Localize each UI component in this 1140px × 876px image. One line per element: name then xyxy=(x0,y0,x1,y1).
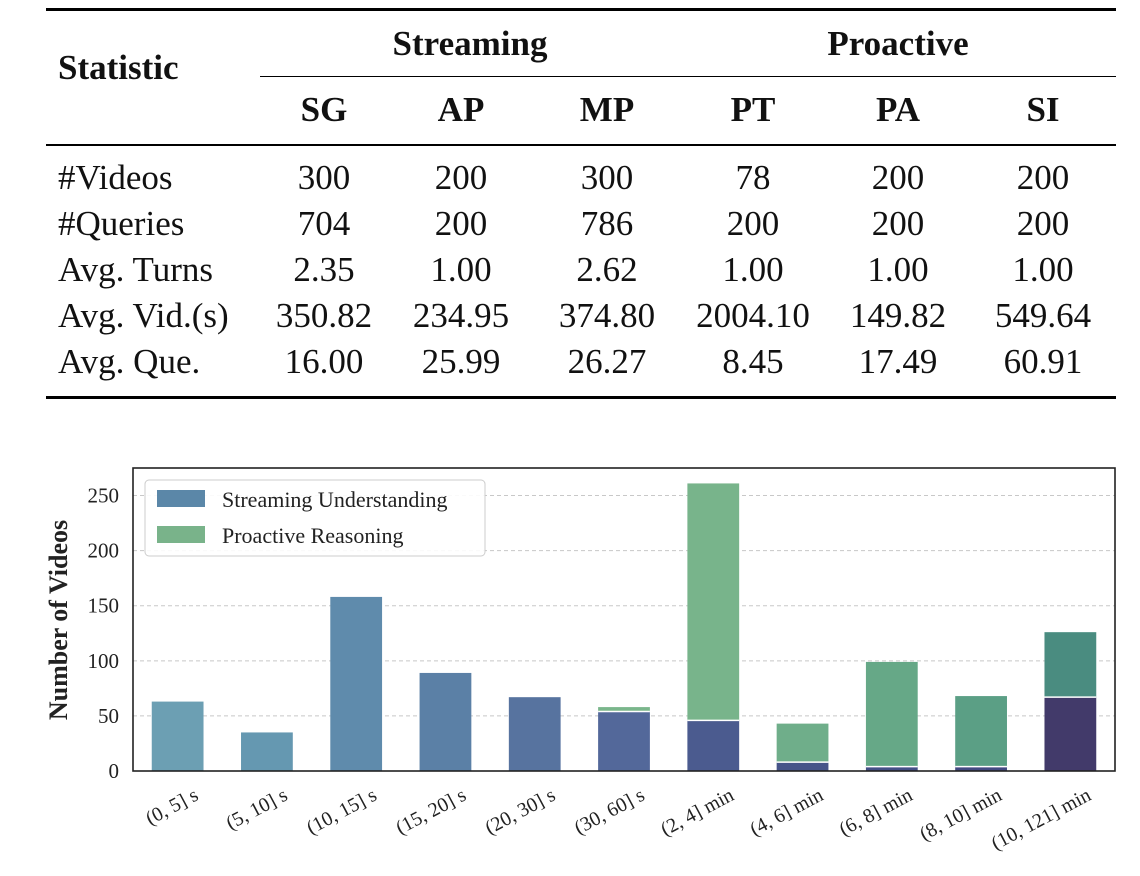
table-cell: 16.00 xyxy=(284,342,364,381)
y-tick-label: 0 xyxy=(109,759,120,783)
table-cell: 350.82 xyxy=(275,296,373,335)
table-cell: 234.95 xyxy=(412,296,510,335)
col-header-si: SI xyxy=(1026,90,1060,129)
plot-frame xyxy=(132,467,1116,772)
bar-streaming xyxy=(955,766,1007,771)
x-tick-label: (10, 15] s xyxy=(303,784,381,839)
table-cell: 200 xyxy=(434,158,488,197)
table-cell: 1.00 xyxy=(1012,250,1074,289)
bar-proactive xyxy=(776,723,829,763)
table-cell: 149.82 xyxy=(849,296,947,335)
table-cell: 17.49 xyxy=(858,342,938,381)
bar-streaming xyxy=(330,596,383,771)
statistics-table: Statistic Streaming Proactive SG AP MP P… xyxy=(46,8,1116,400)
y-tick-label: 50 xyxy=(98,704,119,728)
group-underline xyxy=(260,76,1116,77)
bar-streaming xyxy=(508,697,561,771)
table-cell: 60.91 xyxy=(1003,342,1083,381)
row-label-queries: #Queries xyxy=(58,204,185,243)
table-cell: 549.64 xyxy=(994,296,1092,335)
header-rule xyxy=(46,144,1116,146)
bar-proactive xyxy=(955,696,1007,767)
x-tick-label: (4, 6] min xyxy=(746,784,826,841)
table-cell: 2.35 xyxy=(293,250,355,289)
table-cell: 200 xyxy=(1016,204,1070,243)
bar-streaming xyxy=(241,732,293,771)
x-tick-label: (0, 5] s xyxy=(142,784,202,830)
bar-streaming xyxy=(687,720,740,771)
table-cell: 300 xyxy=(297,158,351,197)
y-tick-label: 150 xyxy=(88,594,120,618)
bar-proactive xyxy=(687,483,740,721)
legend: Streaming Understanding Proactive Reason… xyxy=(144,479,486,557)
bar-streaming xyxy=(776,762,829,771)
legend-label-streaming: Streaming Understanding xyxy=(222,487,447,512)
x-tick-label: (30, 60] s xyxy=(571,784,649,839)
table-cell: 1.00 xyxy=(430,250,492,289)
y-tick-label: 200 xyxy=(88,539,120,563)
table-cell: 786 xyxy=(580,204,634,243)
legend-swatch-proactive xyxy=(157,526,205,543)
row-label-avg-turns: Avg. Turns xyxy=(58,250,213,289)
row-label-avg-que: Avg. Que. xyxy=(58,342,201,381)
bars xyxy=(151,483,1097,771)
table-cell: 8.45 xyxy=(722,342,784,381)
group-header-proactive: Proactive xyxy=(827,24,969,63)
bar-proactive xyxy=(598,707,650,712)
y-tick-label: 250 xyxy=(88,484,120,508)
statistic-header: Statistic xyxy=(58,48,179,87)
legend-label-proactive: Proactive Reasoning xyxy=(222,523,403,548)
x-tick-label: (10, 121] min xyxy=(988,784,1095,855)
y-tick-label: 100 xyxy=(88,649,120,673)
group-header-streaming: Streaming xyxy=(392,24,548,63)
bar-streaming xyxy=(1044,697,1097,771)
bar-streaming xyxy=(598,711,650,771)
table-cell: 200 xyxy=(434,204,488,243)
table-cell: 2004.10 xyxy=(696,296,810,335)
bottom-rule xyxy=(46,396,1116,399)
table-cell: 78 xyxy=(735,158,771,197)
video-duration-bar-chart: 0 50 100 150 200 250 (0, 5] s (5, 10] s (10, 15]… xyxy=(44,467,1116,855)
table-cell: 200 xyxy=(871,158,925,197)
col-header-pa: PA xyxy=(875,90,921,129)
table-cell: 1.00 xyxy=(722,250,784,289)
row-label-avg-vid: Avg. Vid.(s) xyxy=(58,296,229,335)
row-label-videos: #Videos xyxy=(58,158,173,197)
top-rule xyxy=(46,8,1116,11)
bar-streaming xyxy=(419,672,472,771)
table-cell: 300 xyxy=(580,158,634,197)
x-tick-label: (15, 20] s xyxy=(392,784,470,839)
col-header-ap: AP xyxy=(437,90,485,129)
bar-streaming xyxy=(865,766,918,771)
legend-swatch-streaming xyxy=(157,490,205,507)
legend-box xyxy=(144,479,486,557)
x-tick-label: (5, 10] s xyxy=(223,784,292,835)
table-cell: 200 xyxy=(1016,158,1070,197)
table-cell: 1.00 xyxy=(867,250,929,289)
col-header-sg: SG xyxy=(300,90,348,129)
bar-proactive xyxy=(1044,632,1097,698)
table-cell: 26.27 xyxy=(567,342,647,381)
bar-proactive xyxy=(865,661,918,767)
bar-streaming xyxy=(151,701,204,771)
col-header-pt: PT xyxy=(730,90,776,129)
y-axis-label: Number of Videos xyxy=(44,520,73,720)
col-header-mp: MP xyxy=(579,90,635,129)
x-tick-label: (20, 30] s xyxy=(482,784,560,839)
x-tick-label: (6, 8] min xyxy=(836,784,916,841)
table-cell: 374.80 xyxy=(558,296,656,335)
table-cell: 200 xyxy=(871,204,925,243)
table-cell: 25.99 xyxy=(421,342,501,381)
table-cell: 704 xyxy=(297,204,351,243)
table-cell: 200 xyxy=(726,204,780,243)
table-cell: 2.62 xyxy=(576,250,638,289)
x-tick-label: (2, 4] min xyxy=(657,784,737,841)
